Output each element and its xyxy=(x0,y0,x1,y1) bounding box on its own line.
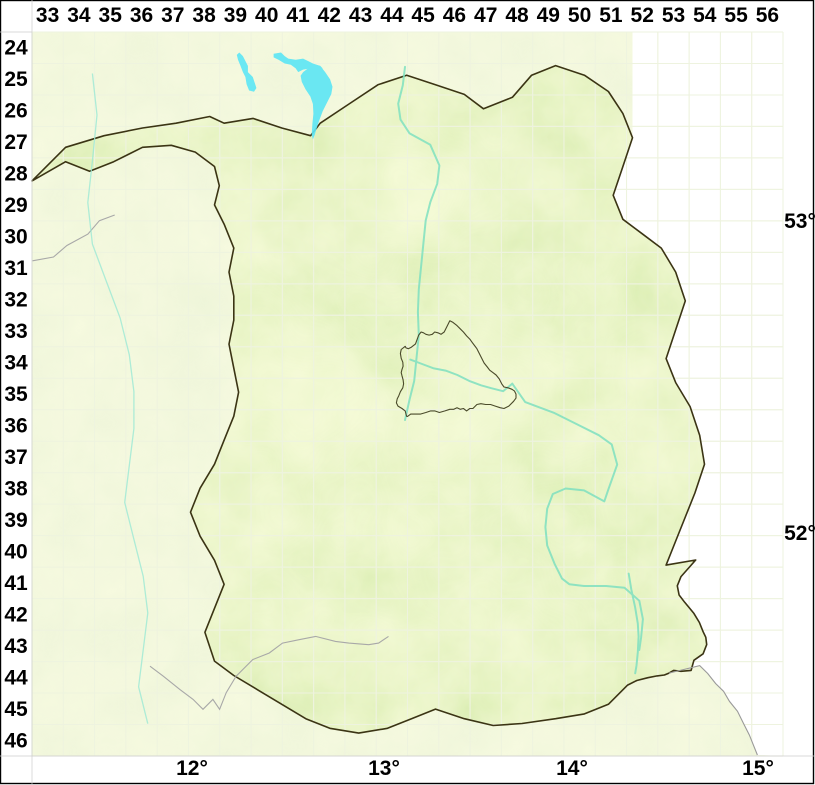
svg-text:45: 45 xyxy=(4,698,28,721)
svg-text:44: 44 xyxy=(380,4,404,27)
svg-text:30: 30 xyxy=(4,226,27,249)
svg-text:50: 50 xyxy=(568,4,591,27)
svg-text:52°: 52° xyxy=(784,522,815,545)
svg-text:26: 26 xyxy=(4,100,27,123)
svg-text:36: 36 xyxy=(130,4,153,27)
svg-text:42: 42 xyxy=(318,4,341,27)
svg-text:34: 34 xyxy=(4,352,28,375)
svg-text:44: 44 xyxy=(4,666,28,689)
svg-text:41: 41 xyxy=(4,572,28,595)
svg-text:35: 35 xyxy=(99,4,123,27)
svg-text:33: 33 xyxy=(36,4,59,27)
svg-text:45: 45 xyxy=(411,4,435,27)
svg-text:48: 48 xyxy=(505,4,529,27)
svg-text:47: 47 xyxy=(474,4,497,27)
svg-text:51: 51 xyxy=(599,4,623,27)
svg-text:53°: 53° xyxy=(784,210,815,233)
svg-text:12°: 12° xyxy=(176,757,208,780)
svg-text:39: 39 xyxy=(4,509,27,532)
svg-text:33: 33 xyxy=(4,320,27,343)
svg-text:35: 35 xyxy=(4,383,28,406)
svg-text:39: 39 xyxy=(224,4,247,27)
svg-text:53: 53 xyxy=(662,4,685,27)
svg-text:49: 49 xyxy=(537,4,560,27)
svg-text:28: 28 xyxy=(4,163,28,186)
svg-text:42: 42 xyxy=(4,603,27,626)
svg-text:40: 40 xyxy=(4,540,27,563)
svg-text:36: 36 xyxy=(4,415,27,438)
svg-text:40: 40 xyxy=(255,4,278,27)
svg-text:37: 37 xyxy=(161,4,184,27)
svg-text:32: 32 xyxy=(4,289,27,312)
svg-text:15°: 15° xyxy=(742,757,774,780)
svg-text:29: 29 xyxy=(4,194,27,217)
svg-text:43: 43 xyxy=(349,4,372,27)
svg-text:38: 38 xyxy=(4,477,28,500)
svg-text:34: 34 xyxy=(67,4,91,27)
svg-text:31: 31 xyxy=(4,257,28,280)
svg-text:56: 56 xyxy=(756,4,779,27)
svg-text:43: 43 xyxy=(4,635,27,658)
svg-text:52: 52 xyxy=(631,4,654,27)
svg-text:24: 24 xyxy=(4,37,28,60)
svg-text:14°: 14° xyxy=(556,757,588,780)
svg-text:54: 54 xyxy=(693,4,717,27)
svg-text:46: 46 xyxy=(443,4,466,27)
svg-text:37: 37 xyxy=(4,446,27,469)
svg-text:46: 46 xyxy=(4,729,27,752)
svg-text:41: 41 xyxy=(286,4,310,27)
svg-text:27: 27 xyxy=(4,131,27,154)
svg-text:55: 55 xyxy=(724,4,748,27)
svg-text:38: 38 xyxy=(192,4,216,27)
svg-text:13°: 13° xyxy=(368,757,400,780)
svg-text:25: 25 xyxy=(4,68,28,91)
